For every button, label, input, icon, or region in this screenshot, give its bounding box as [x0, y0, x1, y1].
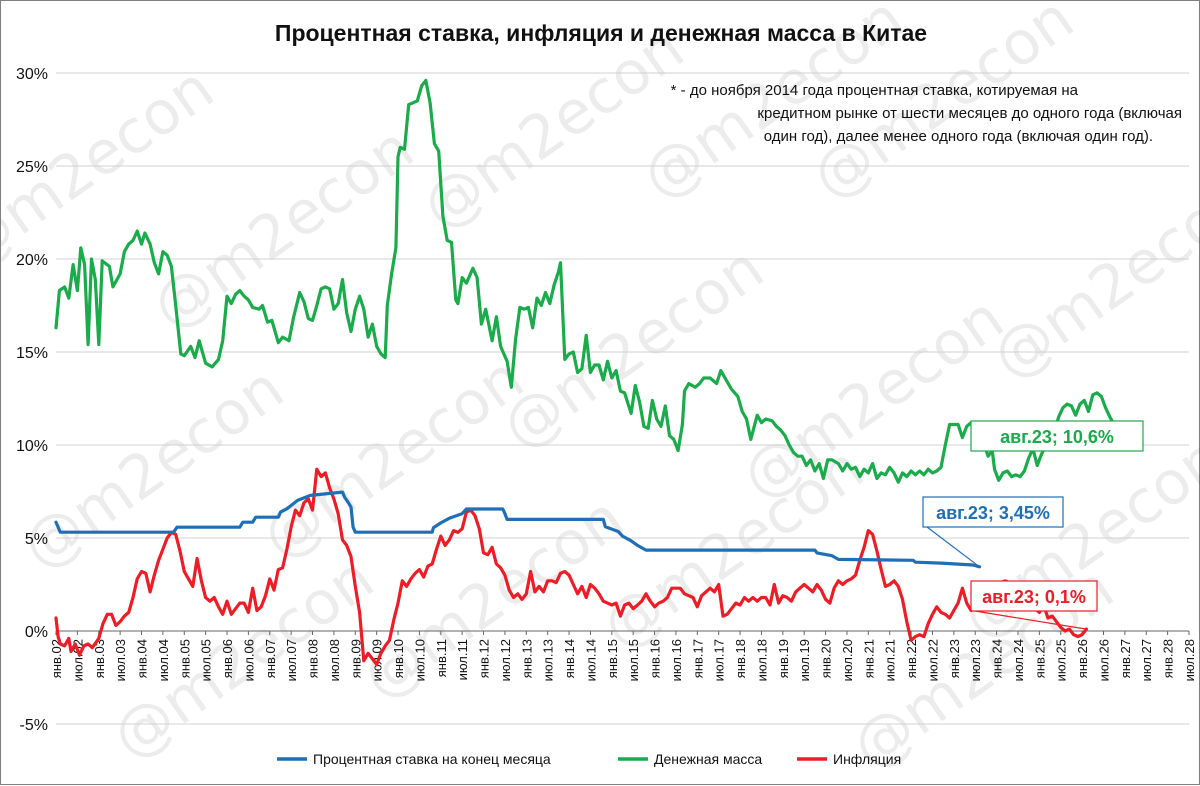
y-tick-label: -5% [20, 717, 48, 734]
x-axis-ticks: янв.02 июл.02 янв.03 июл.03 янв.04 июл.04 янв.… [49, 631, 1197, 681]
x-tick-label: июл.05 [199, 639, 214, 681]
callout-leader [974, 610, 1087, 630]
x-tick-label: июл.28 [1182, 639, 1197, 681]
legend: Процентная ставка на конец месяца Денежна… [277, 751, 901, 767]
x-tick-label: июл.24 [1011, 639, 1026, 681]
x-tick-label: янв.12 [477, 639, 492, 678]
callouts: авг.23; 10,6% авг.23; 3,45% авг.23; 0,1% [922, 420, 1144, 630]
watermark-text: @m2econ [979, 163, 1200, 393]
x-tick-label: янв.11 [434, 639, 449, 677]
x-tick-label: июл.16 [669, 639, 684, 681]
x-tick-label: янв.14 [562, 639, 577, 678]
x-tick-label: янв.20 [819, 639, 834, 678]
series-line [54, 78, 1121, 484]
watermark-text: @m2econ [409, 13, 696, 243]
legend-label: Процентная ставка на конец месяца [313, 751, 551, 767]
x-tick-label: янв.16 [648, 639, 663, 678]
x-tick-label: июл.20 [840, 639, 855, 681]
x-tick-label: июл.21 [883, 639, 898, 681]
x-tick-label: июл.08 [327, 639, 342, 681]
x-tick-label: янв.27 [1118, 639, 1133, 678]
legend-label: Инфляция [833, 751, 901, 767]
x-tick-label: июл.19 [797, 639, 812, 681]
note-line-2: кредитном рынке от шести месяцев до одно… [757, 105, 1182, 122]
x-tick-label: янв.08 [306, 639, 321, 678]
x-tick-label: янв.22 [904, 639, 919, 678]
callout-label: авг.23; 3,45% [936, 503, 1050, 523]
legend-label: Денежная масса [654, 751, 762, 767]
x-tick-label: июл.14 [583, 639, 598, 681]
x-tick-label: июл.23 [968, 639, 983, 681]
x-tick-label: янв.13 [519, 639, 534, 678]
note-line-1: * - до ноября 2014 года процентная ставк… [671, 82, 1079, 99]
y-tick-label: 30% [16, 66, 48, 83]
y-tick-label: 5% [25, 531, 48, 548]
x-tick-label: янв.10 [391, 639, 406, 678]
y-tick-label: 25% [16, 159, 48, 176]
x-tick-label: янв.17 [690, 639, 705, 678]
x-tick-label: янв.04 [135, 639, 150, 678]
watermark-text: @m2econ [249, 343, 536, 573]
x-tick-label: янв.05 [177, 639, 192, 678]
y-tick-label: 20% [16, 252, 48, 269]
x-tick-label: июл.03 [113, 639, 128, 681]
x-tick-label: янв.25 [1032, 639, 1047, 678]
callout-box [970, 420, 1144, 452]
x-tick-label: янв.07 [263, 639, 278, 678]
y-axis-ticks: -5% 0% 5% 10% 15% 20% 25% 30% [16, 66, 48, 734]
x-tick-label: июл.12 [498, 639, 513, 681]
watermark-text: @m2econ [9, 353, 296, 583]
y-tick-label: 10% [16, 438, 48, 455]
x-tick-label: янв.26 [1075, 639, 1090, 678]
x-tick-label: июл.06 [241, 639, 256, 681]
x-tick-label: янв.15 [605, 639, 620, 678]
x-tick-label: янв.21 [861, 639, 876, 678]
series-line [54, 490, 982, 569]
callout-box [922, 496, 1064, 528]
callout-leader [926, 526, 980, 568]
x-tick-label: июл.07 [284, 639, 299, 681]
y-tick-label: 15% [16, 345, 48, 362]
series-line [54, 467, 1088, 667]
watermark-text: @m2econ [489, 233, 776, 463]
x-tick-label: янв.23 [947, 639, 962, 678]
watermark-text: @m2econ [139, 113, 426, 343]
x-tick-label: янв.24 [990, 639, 1005, 678]
chart-title: Процентная ставка, инфляция и денежная м… [275, 20, 927, 46]
x-tick-label: июл.27 [1139, 639, 1154, 681]
footnote: * - до ноября 2014 года процентная ставк… [671, 82, 1182, 145]
series-lines [54, 78, 1121, 667]
y-tick-label: 0% [25, 624, 48, 641]
gridlines [56, 72, 1189, 725]
x-tick-label: янв.09 [348, 639, 363, 678]
x-tick-label: июл.04 [156, 639, 171, 681]
x-tick-label: янв.02 [49, 639, 64, 678]
x-tick-label: июл.13 [541, 639, 556, 681]
callout-box [970, 580, 1098, 612]
callout-label: авг.23; 0,1% [982, 587, 1086, 607]
x-tick-label: янв.03 [92, 639, 107, 678]
note-line-3: один год), далее менее одного года (вклю… [764, 128, 1153, 145]
x-tick-label: янв.28 [1161, 639, 1176, 678]
x-tick-label: июл.22 [925, 639, 940, 681]
x-tick-label: июл.11 [455, 639, 470, 680]
x-tick-label: янв.18 [733, 639, 748, 678]
x-tick-label: июл.25 [1054, 639, 1069, 681]
x-tick-label: июл.10 [412, 639, 427, 681]
x-tick-label: июл.18 [754, 639, 769, 681]
watermark-text: @m2econ [589, 433, 876, 663]
x-tick-label: янв.06 [220, 639, 235, 678]
callout-label: авг.23; 10,6% [1000, 427, 1114, 447]
x-tick-label: янв.19 [776, 639, 791, 678]
x-tick-label: июл.17 [712, 639, 727, 681]
x-tick-label: июл.15 [626, 639, 641, 681]
x-tick-label: июл.26 [1096, 639, 1111, 681]
